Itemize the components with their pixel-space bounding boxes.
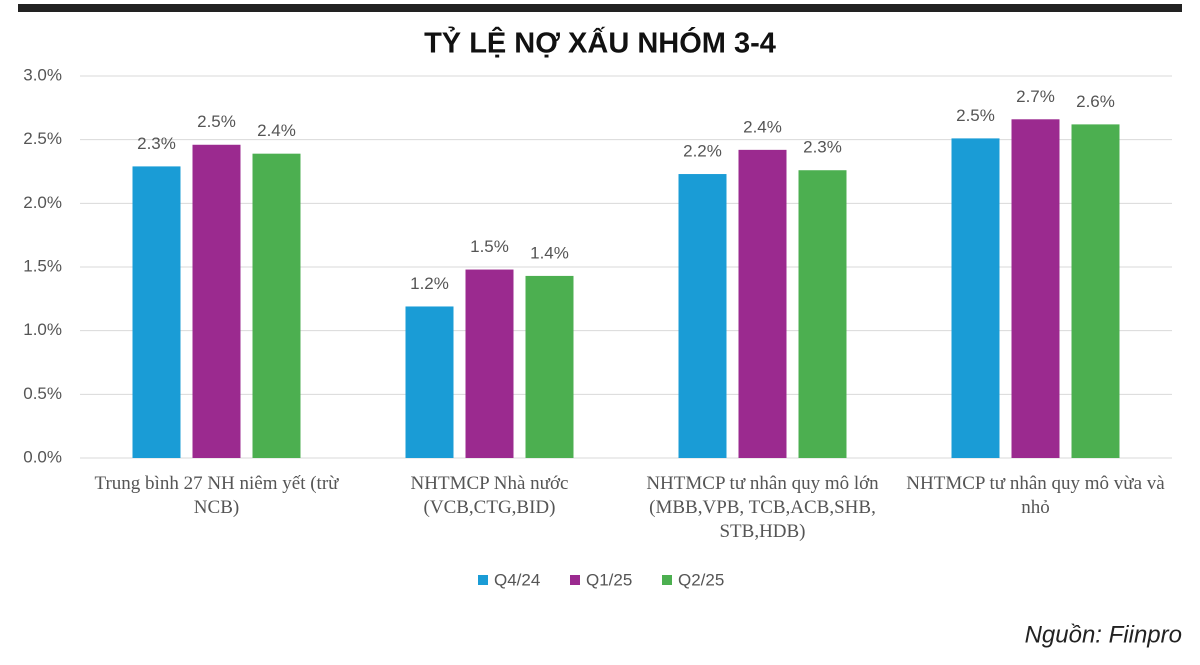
chart-title: TỶ LỆ NỢ XẤU NHÓM 3-4 bbox=[424, 26, 776, 60]
legend-label: Q4/24 bbox=[494, 570, 540, 589]
source: Nguồn: Fiinpro bbox=[1025, 621, 1182, 648]
y-tick-label: 1.5% bbox=[23, 256, 62, 275]
bar bbox=[678, 174, 727, 458]
bar bbox=[525, 275, 574, 458]
legend-marker bbox=[662, 575, 672, 585]
value-label: 1.4% bbox=[530, 243, 569, 262]
x-tick-label: Trung bình 27 NH niêm yết (trừ NCB) bbox=[94, 473, 339, 518]
y-tick-label: 2.0% bbox=[23, 193, 62, 212]
legend-marker bbox=[478, 575, 488, 585]
legend-marker bbox=[570, 575, 580, 585]
value-label: 1.2% bbox=[410, 274, 449, 293]
value-label: 2.4% bbox=[257, 121, 296, 140]
bar bbox=[405, 306, 454, 458]
value-label: 2.5% bbox=[197, 112, 236, 131]
bar bbox=[465, 269, 514, 458]
value-label: 2.5% bbox=[956, 106, 995, 125]
y-tick-label: 1.0% bbox=[23, 320, 62, 339]
x-tick-label: NHTMCP Nhà nước (VCB,CTG,BID) bbox=[410, 473, 569, 518]
bar bbox=[1011, 119, 1060, 458]
legend-label: Q2/25 bbox=[678, 570, 724, 589]
bar bbox=[798, 170, 847, 458]
y-tick-label: 3.0% bbox=[23, 65, 62, 84]
bar bbox=[132, 166, 181, 458]
legend-label: Q1/25 bbox=[586, 570, 632, 589]
value-label: 2.4% bbox=[743, 117, 782, 136]
x-tick-label: NHTMCP tư nhân quy mô lớn (MBB,VPB, TCB,… bbox=[646, 473, 879, 542]
bar bbox=[252, 153, 301, 458]
value-label: 2.3% bbox=[137, 134, 176, 153]
value-label: 1.5% bbox=[470, 237, 509, 256]
value-label: 2.3% bbox=[803, 138, 842, 157]
bar bbox=[192, 144, 241, 458]
top-rule bbox=[18, 4, 1182, 12]
bar bbox=[738, 149, 787, 458]
y-tick-label: 0.0% bbox=[23, 447, 62, 466]
value-label: 2.7% bbox=[1016, 87, 1055, 106]
bar bbox=[1071, 124, 1120, 459]
value-label: 2.2% bbox=[683, 142, 722, 161]
value-label: 2.6% bbox=[1076, 92, 1115, 111]
y-tick-label: 2.5% bbox=[23, 129, 62, 148]
y-tick-label: 0.5% bbox=[23, 384, 62, 403]
x-tick-label: NHTMCP tư nhân quy mô vừa và nhỏ bbox=[906, 473, 1165, 518]
bar bbox=[951, 138, 1000, 459]
